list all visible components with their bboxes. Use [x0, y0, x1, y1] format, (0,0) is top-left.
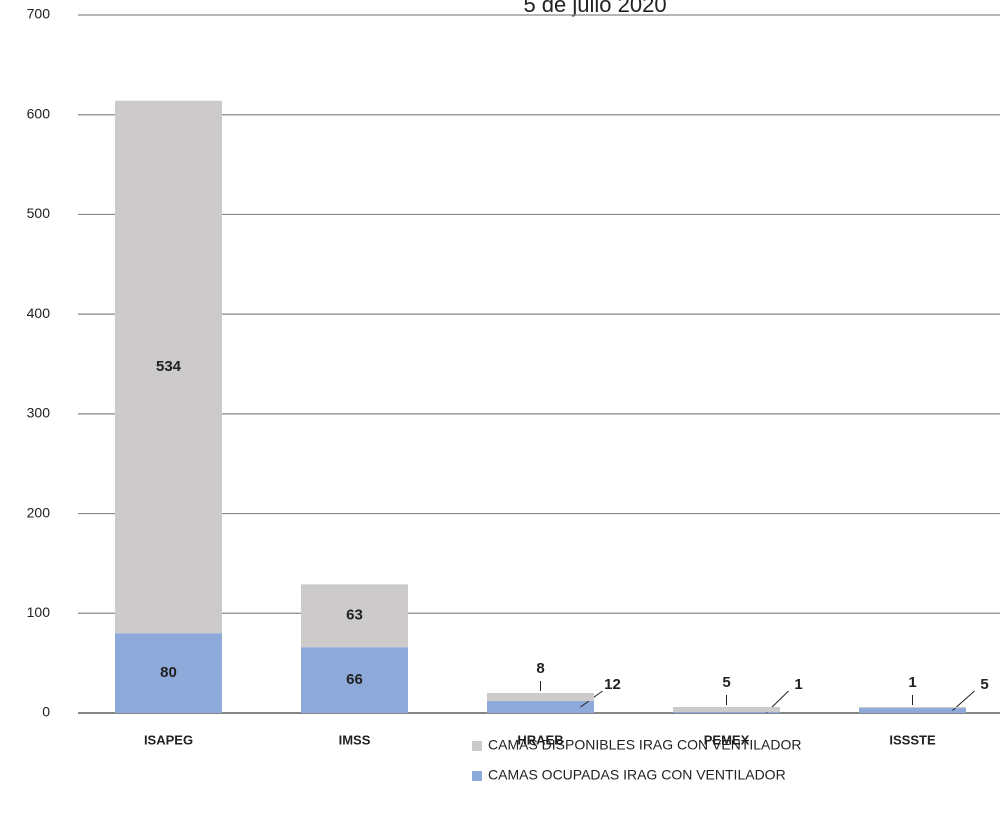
- bar-segment: [115, 100, 222, 634]
- y-tick-label: 0: [42, 704, 50, 720]
- legend-label: CAMAS DISPONIBLES IRAG CON VENTILADOR: [488, 737, 802, 753]
- x-tick-label: IMSS: [339, 732, 371, 747]
- data-label: 66: [346, 671, 363, 688]
- bar-segment: [301, 584, 408, 648]
- bar-segment: [673, 707, 780, 713]
- bar-segment: [673, 712, 780, 713]
- bar-segment: [115, 633, 222, 713]
- data-label: 80: [160, 664, 177, 681]
- y-tick-label: 500: [27, 205, 51, 221]
- y-tick-label: 200: [27, 504, 51, 520]
- bar-segment: [487, 693, 594, 702]
- data-label: 1: [908, 674, 916, 691]
- bar-segment: [487, 701, 594, 713]
- data-label: 12: [604, 676, 621, 693]
- x-tick-label: ISSSTE: [889, 732, 936, 747]
- bar-segment: [301, 647, 408, 713]
- x-tick-label: PEMEX: [704, 732, 750, 747]
- legend-swatch: [472, 771, 482, 781]
- y-tick-label: 700: [27, 6, 51, 22]
- bar-segment: [859, 707, 966, 709]
- chart-title: 5 de julio 2020: [523, 0, 666, 17]
- data-label: 5: [980, 676, 988, 693]
- y-tick-label: 100: [27, 604, 51, 620]
- x-tick-label: ISAPEG: [144, 732, 193, 747]
- data-label: 63: [346, 607, 363, 624]
- legend-swatch: [472, 741, 482, 751]
- y-tick-label: 400: [27, 305, 51, 321]
- data-label: 1: [794, 676, 802, 693]
- data-label: 534: [156, 358, 182, 375]
- y-tick-label: 300: [27, 405, 51, 421]
- data-label: 5: [722, 674, 730, 691]
- y-tick-label: 600: [27, 105, 51, 121]
- legend-label: CAMAS OCUPADAS IRAG CON VENTILADOR: [488, 767, 786, 783]
- data-label: 8: [536, 660, 544, 677]
- x-tick-label: HRAEB: [517, 732, 563, 747]
- bar-segment: [859, 708, 966, 713]
